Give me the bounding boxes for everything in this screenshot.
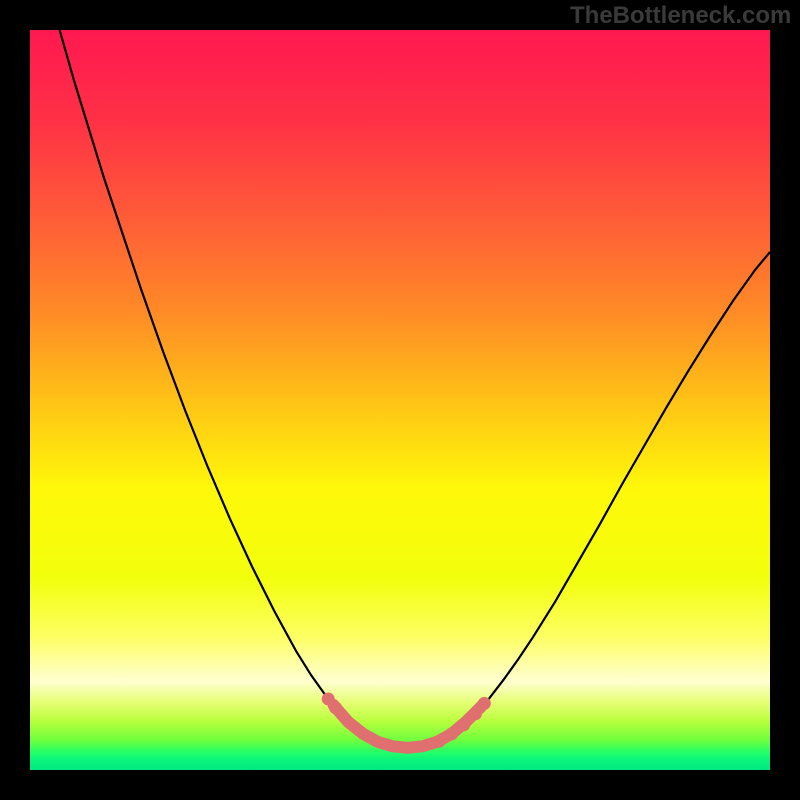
chart-svg (30, 30, 770, 770)
watermark-text: TheBottleneck.com (570, 2, 791, 30)
marker-dot (478, 697, 491, 710)
marker-dot (445, 727, 458, 740)
marker-dot (433, 735, 446, 748)
marker-dot (457, 718, 470, 731)
marker-dot (469, 707, 482, 720)
plot-area (30, 30, 770, 770)
chart-background (30, 30, 770, 770)
marker-dot (329, 701, 342, 714)
figure-container: TheBottleneck.com (0, 0, 800, 800)
